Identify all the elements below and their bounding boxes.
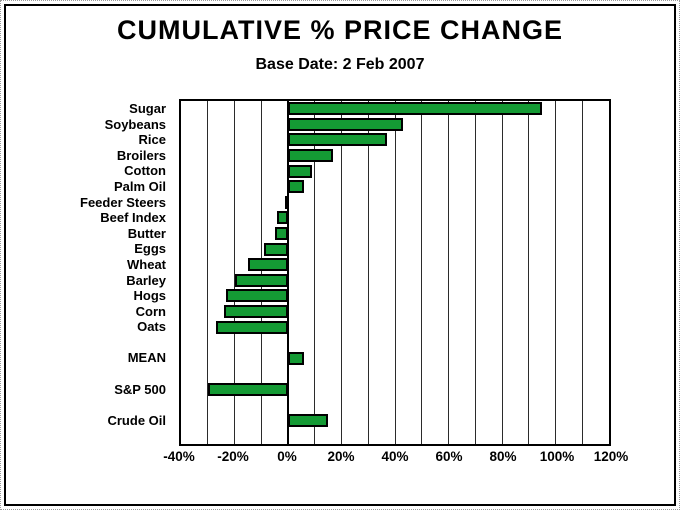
bar — [274, 227, 288, 241]
bar — [288, 180, 305, 194]
category-label: S&P 500 — [114, 381, 166, 397]
chart-subtitle: Base Date: 2 Feb 2007 — [255, 56, 425, 73]
bar — [277, 211, 288, 225]
category-label: Palm Oil — [113, 178, 166, 194]
category-label: Crude Oil — [107, 412, 166, 428]
plot-area — [179, 99, 611, 446]
category-label: Broilers — [116, 147, 166, 163]
gridline — [581, 101, 583, 444]
bar — [247, 258, 288, 272]
gridline — [501, 101, 503, 444]
category-label: Hogs — [133, 288, 167, 304]
bar — [288, 102, 543, 116]
bar — [263, 242, 288, 256]
zero-axis-line — [287, 101, 289, 444]
category-label: Rice — [138, 132, 166, 148]
category-label: Sugar — [129, 101, 166, 116]
gridline — [448, 101, 449, 444]
x-tick-label: 20% — [327, 449, 355, 464]
category-label: Barley — [126, 272, 166, 288]
chart-title: CUMULATIVE % PRICE CHANGE — [116, 15, 564, 45]
bar — [288, 414, 329, 428]
category-labels: Sugar Soybeans Rice Broilers Cotton Palm Oil F… — [6, 99, 166, 446]
bar — [288, 149, 334, 163]
gridline — [234, 101, 235, 444]
bar — [285, 195, 290, 209]
bar — [288, 117, 404, 131]
x-axis: -40% -20% 0% 20% 40% 60% 80% 100% 120% — [163, 449, 628, 467]
bar — [226, 289, 288, 303]
bar — [207, 382, 288, 396]
category-label: Corn — [135, 303, 166, 319]
category-label: Butter — [127, 225, 166, 241]
category-label: Soybeans — [104, 116, 166, 132]
x-tick-label: 80% — [489, 449, 517, 464]
category-label: Beef Index — [100, 210, 166, 226]
gridline — [341, 101, 342, 444]
bar — [288, 133, 387, 147]
x-tick-label: 60% — [435, 449, 463, 464]
bar — [288, 351, 305, 365]
x-tick-label: 100% — [539, 449, 575, 464]
gridline — [260, 101, 262, 444]
gridline — [207, 101, 209, 444]
category-label: MEAN — [127, 350, 166, 366]
gridline — [367, 101, 369, 444]
x-tick-label: 120% — [593, 449, 629, 464]
x-tick-label: -40% — [163, 449, 195, 464]
gridline — [528, 101, 530, 444]
x-tick-label: 40% — [381, 449, 409, 464]
category-label: Eggs — [134, 241, 166, 257]
bar — [234, 273, 288, 287]
gridline — [421, 101, 423, 444]
gridline — [314, 101, 316, 444]
gridline — [394, 101, 396, 444]
category-label: Oats — [137, 319, 166, 335]
bar — [215, 320, 288, 334]
x-tick-label: 0% — [277, 449, 297, 464]
bar — [288, 164, 313, 178]
gridline — [555, 101, 556, 444]
x-tick-label: -20% — [217, 449, 249, 464]
bar — [223, 304, 288, 318]
gridline — [474, 101, 476, 444]
figure-frame: CUMULATIVE % PRICE CHANGE Base Date: 2 F… — [4, 4, 676, 506]
category-label: Wheat — [127, 256, 166, 272]
category-label: Feeder Steers — [80, 194, 166, 210]
category-label: Cotton — [124, 163, 166, 179]
